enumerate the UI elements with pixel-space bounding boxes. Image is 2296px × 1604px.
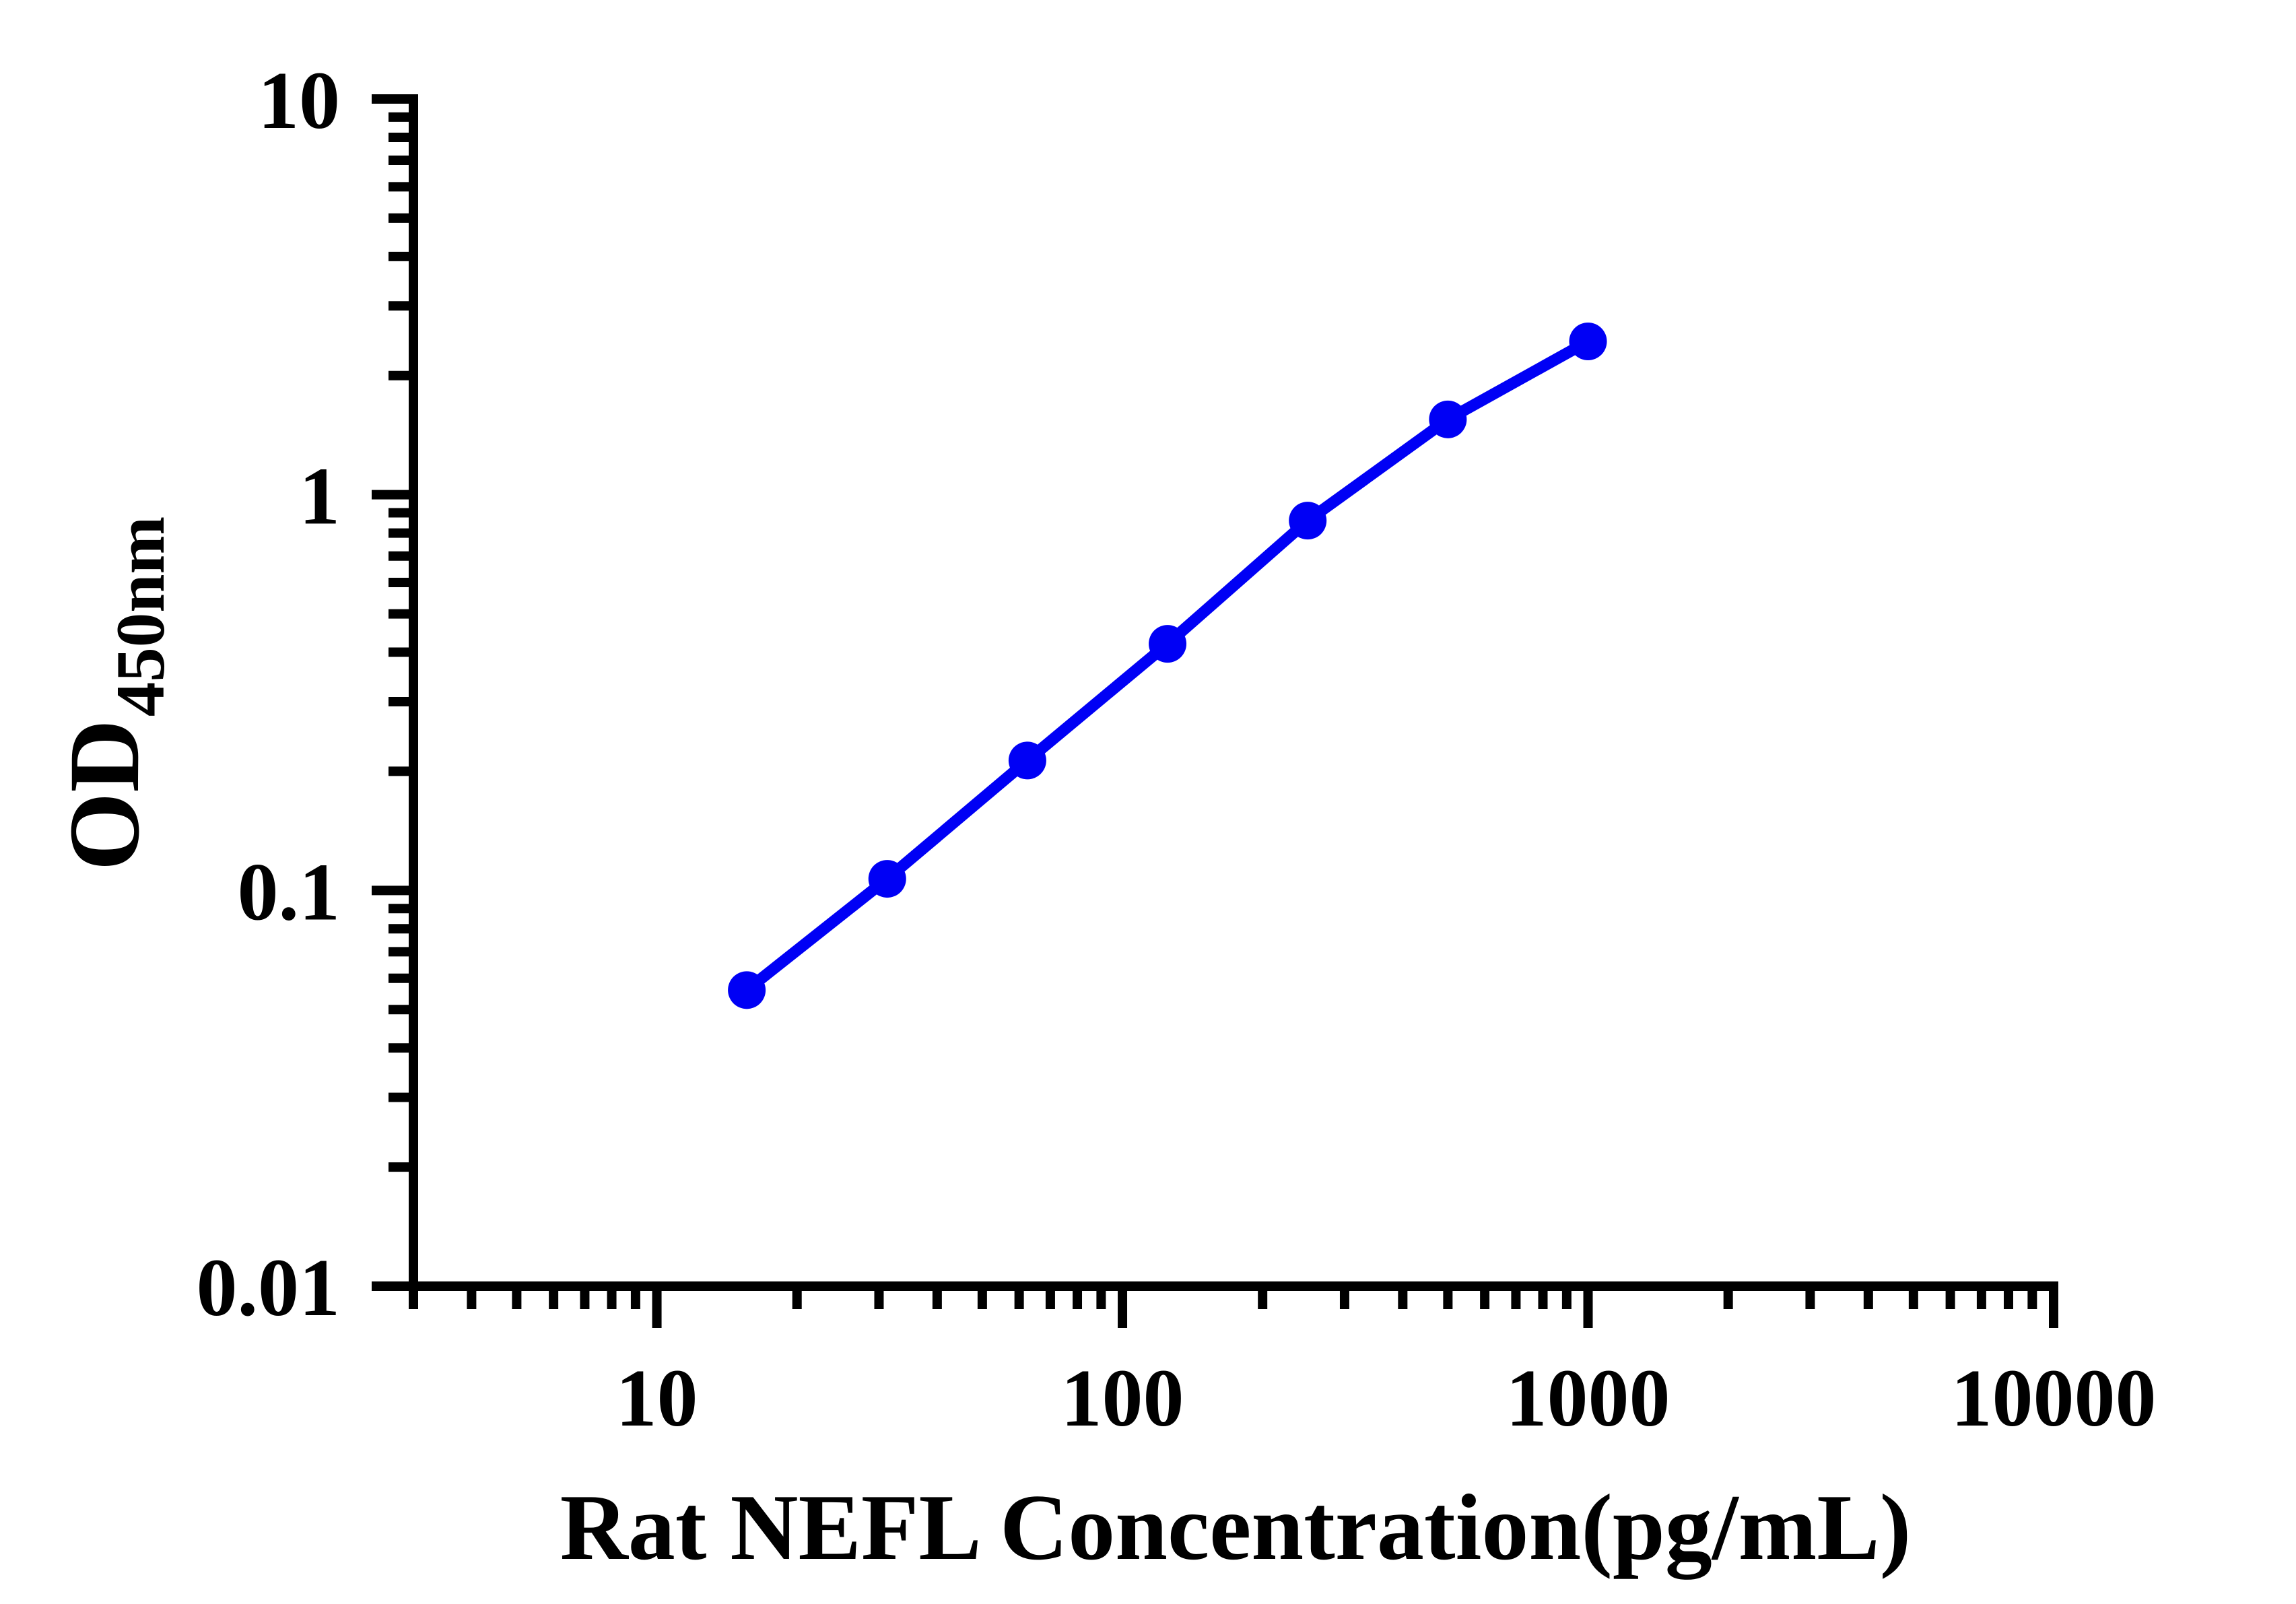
tick-layer <box>372 94 2058 1328</box>
data-point-marker <box>1289 502 1327 540</box>
y-tick-label: 1 <box>299 451 340 542</box>
series-layer <box>728 323 1607 1009</box>
y-tick-label: 10 <box>258 55 340 146</box>
y-tick-label: 0.01 <box>197 1242 341 1333</box>
data-point-marker <box>868 860 906 898</box>
y-axis-title-subscript: 450nm <box>102 516 179 717</box>
data-point-marker <box>1429 400 1467 438</box>
data-point-marker <box>728 971 766 1009</box>
curve-line <box>741 335 1594 996</box>
tick-label-layer: 10 1 0.1 0.01 10 100 1000 10000 <box>197 55 2157 1444</box>
x-tick-label: 10 <box>616 1353 698 1444</box>
x-tick-label: 10000 <box>1951 1353 2157 1444</box>
y-tick-label: 0.1 <box>238 846 341 937</box>
axes-layer <box>409 94 2058 1291</box>
y-axis-title-main: OD <box>48 719 160 871</box>
y-axis-title: OD 450nm <box>48 516 179 871</box>
x-tick-label: 1000 <box>1506 1353 1670 1444</box>
data-point-marker <box>1569 323 1607 361</box>
data-point-marker <box>1149 625 1187 663</box>
x-axis-title: Rat NEFL Concentration(pg/mL) <box>560 1475 1912 1580</box>
x-tick-label: 100 <box>1061 1353 1184 1444</box>
data-point-marker <box>1008 741 1046 780</box>
